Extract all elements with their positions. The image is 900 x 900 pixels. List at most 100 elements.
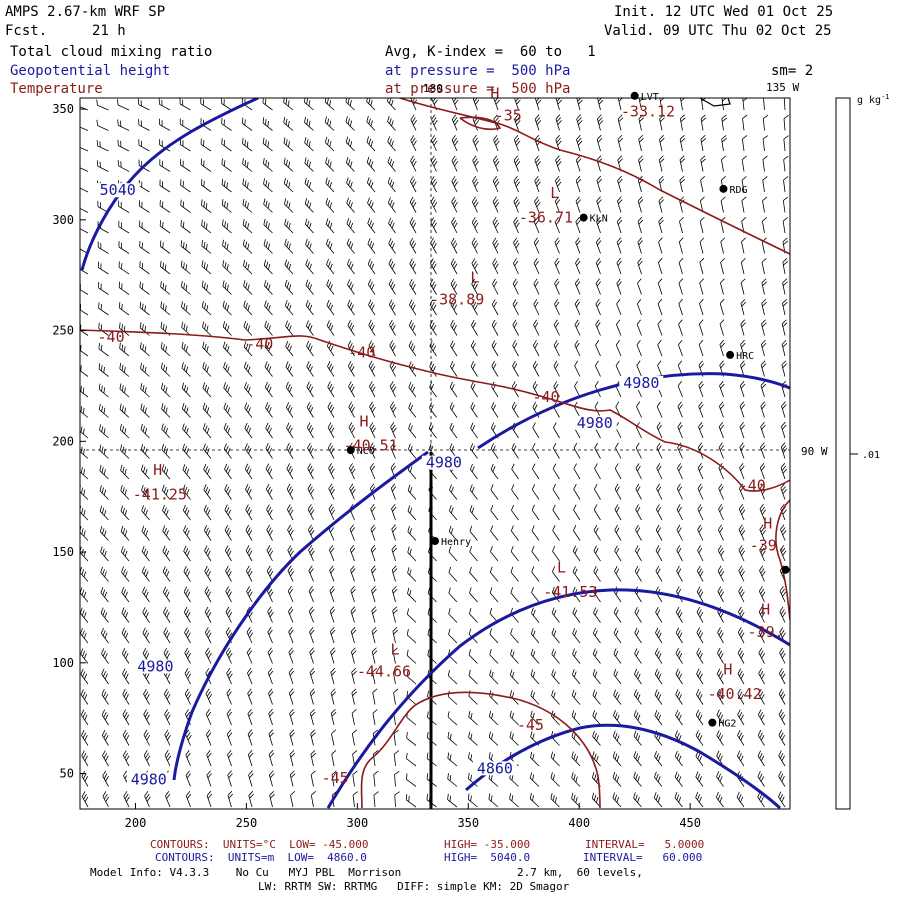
wind-barb (489, 669, 499, 685)
wind-barb (185, 770, 191, 787)
wind-barb (513, 175, 521, 193)
wind-barb (310, 791, 316, 808)
wind-barb (352, 791, 358, 808)
wind-barb (183, 545, 191, 562)
wind-barb (80, 222, 89, 234)
wind-barb (407, 587, 417, 603)
wind-barb (512, 299, 519, 316)
wind-barb (101, 648, 109, 664)
wind-barb (489, 690, 499, 705)
wind-barb (656, 504, 663, 521)
wind-barb (184, 627, 191, 644)
temperature-label: -40 (98, 328, 125, 346)
wind-barb (471, 237, 479, 254)
wind-barb (737, 688, 745, 705)
wind-barb (206, 729, 212, 746)
wind-barb (101, 668, 109, 685)
wind-barb (245, 545, 253, 562)
wind-barb (760, 380, 767, 398)
wind-barb (97, 241, 109, 254)
wind-barb (760, 360, 767, 377)
wind-barb (576, 114, 583, 131)
wind-barb (331, 750, 337, 767)
wind-barb (571, 730, 581, 746)
wind-barb (678, 278, 684, 295)
height-labels: 5040 4980 4980 4980 4980 4980 4860 (95, 181, 664, 788)
wind-barb (325, 218, 335, 234)
wind-barb (345, 156, 355, 172)
wind-barb (183, 606, 191, 623)
wind-barb (493, 98, 500, 111)
wind-barb (592, 710, 601, 726)
wind-barb (554, 258, 560, 275)
wind-barb (718, 401, 725, 418)
wind-barb (121, 627, 130, 644)
wind-barb (471, 258, 479, 275)
wind-barb (98, 282, 109, 295)
wind-barb (161, 464, 171, 480)
wind-barb (531, 607, 540, 623)
wind-barb (614, 524, 622, 541)
wind-barb (700, 114, 707, 131)
wind-barb (369, 401, 376, 418)
wind-barb (306, 340, 314, 357)
wind-barb (304, 116, 314, 131)
wind-barb (140, 362, 150, 377)
wind-barb (265, 483, 273, 500)
wind-barb (351, 688, 358, 705)
wind-barb (369, 422, 376, 439)
wind-barb (182, 504, 191, 521)
wind-barb (180, 179, 191, 193)
wind-barb (612, 771, 622, 787)
wind-barb (221, 117, 232, 131)
wind-barb (268, 749, 275, 767)
wind-barb (657, 360, 663, 377)
wind-barb (201, 219, 212, 234)
temperature-label: -40 (739, 477, 766, 495)
wind-barb (226, 708, 232, 726)
wind-barb (469, 546, 478, 562)
wind-barb (159, 179, 171, 193)
wind-barb (782, 217, 788, 234)
wind-barb (179, 138, 191, 152)
temp-contour-minus35-bay (459, 116, 502, 131)
wind-barb (511, 401, 519, 418)
wind-barb (575, 175, 582, 193)
wind-barb (122, 688, 130, 705)
wind-barb (392, 647, 398, 664)
wind-barb (509, 669, 519, 685)
wind-barb (553, 422, 560, 439)
wind-barb (741, 196, 747, 213)
wind-barb (372, 688, 378, 705)
wind-barb (472, 98, 480, 111)
wind-barb (659, 98, 665, 111)
wind-barb (679, 114, 686, 131)
temperature-label: H (359, 412, 368, 430)
wind-barb (227, 790, 234, 808)
wind-barb (468, 607, 478, 623)
wind-barb (263, 198, 273, 213)
y-tick-label: 300 (52, 213, 74, 227)
wind-barb (304, 177, 314, 193)
wind-barb (205, 647, 212, 664)
wind-barb (783, 98, 790, 111)
wind-barb (448, 525, 458, 541)
wind-barb (307, 463, 314, 480)
wind-barb (288, 626, 294, 644)
pressure-height: at pressure = 500 hPa (385, 63, 571, 79)
wind-barb (720, 257, 725, 275)
wind-barb (222, 280, 232, 295)
wind-barb (222, 300, 232, 316)
wind-barb (289, 708, 295, 726)
wind-barb (470, 422, 478, 439)
wind-barb (533, 340, 540, 357)
wind-barb (779, 668, 786, 685)
wind-barb (779, 606, 786, 623)
wind-barb (616, 278, 622, 295)
wind-barb (592, 751, 601, 767)
wind-barb (98, 363, 109, 377)
wind-barb (185, 750, 191, 767)
wind-barb (370, 544, 377, 562)
wind-barb (96, 99, 109, 111)
wind-barb (447, 773, 458, 787)
